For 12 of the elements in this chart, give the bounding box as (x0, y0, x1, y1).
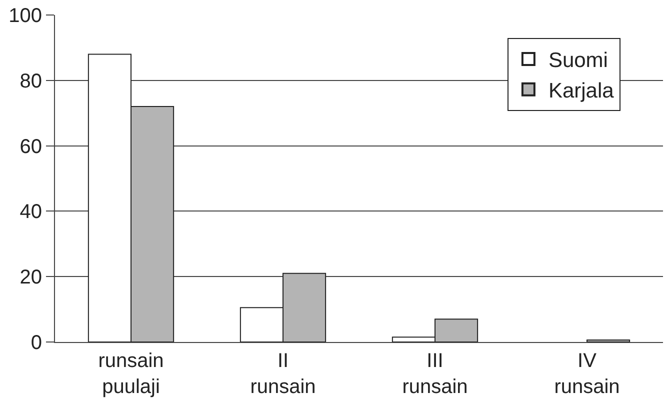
legend-label: Suomi (548, 49, 608, 72)
y-tick-label: 0 (30, 332, 42, 354)
y-tick-label: 100 (8, 5, 42, 27)
y-tick-label: 40 (20, 201, 42, 224)
x-tick-label: runsain puulaji (98, 350, 164, 398)
legend-label: Karjala (548, 80, 614, 103)
y-tick-label: 20 (20, 266, 42, 289)
y-tick-label: 80 (20, 70, 42, 92)
x-tick-label: III runsain (402, 350, 468, 398)
x-tick-label: II runsain (250, 350, 316, 398)
y-tick-label: 60 (20, 136, 42, 158)
x-tick-label: IV runsain (554, 350, 620, 398)
